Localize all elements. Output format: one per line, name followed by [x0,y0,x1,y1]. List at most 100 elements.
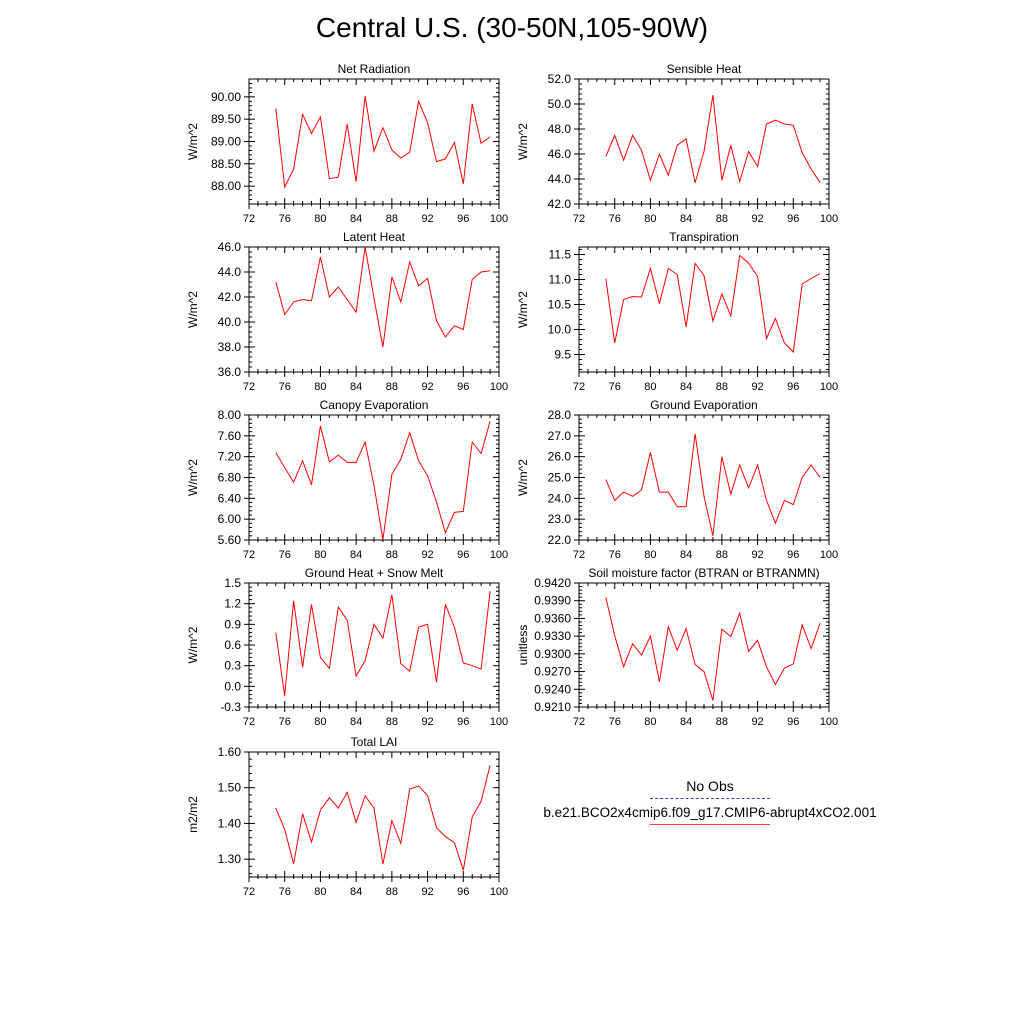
x-tick-label: 100 [490,886,508,898]
y-axis-label: W/m^2 [516,291,530,328]
plot-frame [248,582,500,708]
y-axis-label: W/m^2 [516,123,530,160]
chart-panel-9: Total LAI m2/m2 72 76 80 84 88 92 96 100 1.30 1.40 1… [186,735,508,898]
y-tick-label: 6.80 [218,471,242,485]
x-tick-label: 88 [716,716,728,728]
y-axis-label: W/m^2 [186,123,200,160]
y-tick-label: 9.5 [554,348,571,362]
y-tick-label: 1.5 [224,576,241,590]
x-tick-label: 88 [386,549,398,561]
y-tick-label: 6.40 [218,491,242,505]
y-tick-label: 8.00 [218,408,242,422]
legend: No Obs b.e21.BCO2x4cmip6.f09_g17.CMIP6-a… [520,778,900,825]
x-tick-label: 100 [820,716,838,728]
y-tick-label: 36.0 [218,365,242,379]
y-tick-label: 48.0 [548,122,572,136]
series-line [275,591,491,697]
x-tick-label: 80 [644,716,656,728]
legend-obs-label: No Obs [686,778,734,794]
x-tick-label: 84 [680,549,692,561]
y-tick-label: -0.3 [220,700,241,714]
y-tick-label: 42.0 [548,197,572,211]
y-tick-label: 0.9360 [534,611,571,625]
y-tick-label: 5.60 [218,533,242,547]
plot-frame [248,414,500,541]
x-tick-label: 92 [421,381,433,393]
x-tick-label: 84 [350,549,362,561]
x-tick-label: 88 [716,213,728,225]
x-tick-label: 92 [421,886,433,898]
chart-panel-4: Transpiration W/m^2 72 76 80 84 88 92 96 100 9.5 10… [516,230,838,393]
x-tick-label: 72 [573,716,585,728]
y-tick-label: 0.9240 [534,682,571,696]
x-tick-label: 80 [644,213,656,225]
y-tick-label: 89.50 [211,112,241,126]
plot-frame [248,751,500,878]
x-tick-label: 76 [279,716,291,728]
chart-panel-1: Net Radiation W/m^2 72 76 80 84 88 92 96 100 88.00… [186,62,508,225]
y-tick-label: 22.0 [548,533,572,547]
x-tick-label: 96 [787,381,799,393]
x-tick-label: 88 [386,213,398,225]
panel-title: Ground Heat + Snow Melt [305,566,444,580]
y-tick-label: 0.9210 [534,700,571,714]
series-line [275,95,491,189]
y-tick-label: 0.9420 [534,576,571,590]
x-tick-label: 96 [457,716,469,728]
y-tick-label: 52.0 [548,72,572,86]
x-tick-label: 76 [279,549,291,561]
x-tick-label: 100 [490,381,508,393]
series-line [605,433,821,536]
x-tick-label: 84 [350,886,362,898]
chart-panel-3: Latent Heat W/m^2 72 76 80 84 88 92 96 100 36.0 38.… [186,230,508,393]
y-tick-label: 23.0 [548,512,572,526]
x-tick-label: 92 [421,549,433,561]
chart-panel-8: Soil moisture factor (BTRAN or BTRANMN) u… [516,566,838,728]
x-tick-label: 88 [716,381,728,393]
panel-title: Sensible Heat [667,62,742,76]
x-tick-label: 100 [490,716,508,728]
x-tick-label: 96 [787,549,799,561]
x-tick-label: 92 [751,549,763,561]
x-tick-label: 80 [644,549,656,561]
y-tick-label: 44.0 [218,265,242,279]
y-tick-label: 1.60 [218,745,242,759]
x-tick-label: 88 [386,716,398,728]
x-tick-label: 80 [314,886,326,898]
y-tick-label: 0.9390 [534,594,571,608]
x-tick-label: 72 [243,381,255,393]
y-tick-label: 26.0 [548,450,572,464]
legend-model-label: b.e21.BCO2x4cmip6.f09_g17.CMIP6-abrupt4x… [543,805,877,820]
y-axis-label: m2/m2 [186,796,200,833]
y-tick-label: 90.00 [211,90,241,104]
y-axis-label: W/m^2 [186,459,200,496]
x-tick-label: 84 [680,213,692,225]
x-tick-label: 76 [279,213,291,225]
y-tick-label: 50.0 [548,97,572,111]
x-tick-label: 100 [820,213,838,225]
x-tick-label: 96 [787,716,799,728]
y-tick-label: 24.0 [548,491,572,505]
y-tick-label: 40.0 [218,315,242,329]
y-tick-label: 0.6 [224,638,241,652]
y-tick-label: 0.3 [224,659,241,673]
plot-frame [578,582,830,708]
x-tick-label: 80 [314,549,326,561]
x-tick-label: 76 [609,213,621,225]
x-tick-label: 88 [716,549,728,561]
plot-frame [248,246,500,373]
y-tick-label: 28.0 [548,408,572,422]
plot-frame [578,414,830,541]
x-tick-label: 72 [243,549,255,561]
series-line [605,597,821,701]
y-tick-label: 88.00 [211,179,241,193]
panel-title: Soil moisture factor (BTRAN or BTRANMN) [588,566,819,580]
y-tick-label: 6.00 [218,512,242,526]
x-tick-label: 76 [609,716,621,728]
y-tick-label: 11.5 [549,248,572,262]
panel-title: Transpiration [669,230,739,244]
x-tick-label: 76 [279,886,291,898]
x-tick-label: 88 [386,381,398,393]
x-tick-label: 72 [573,549,585,561]
